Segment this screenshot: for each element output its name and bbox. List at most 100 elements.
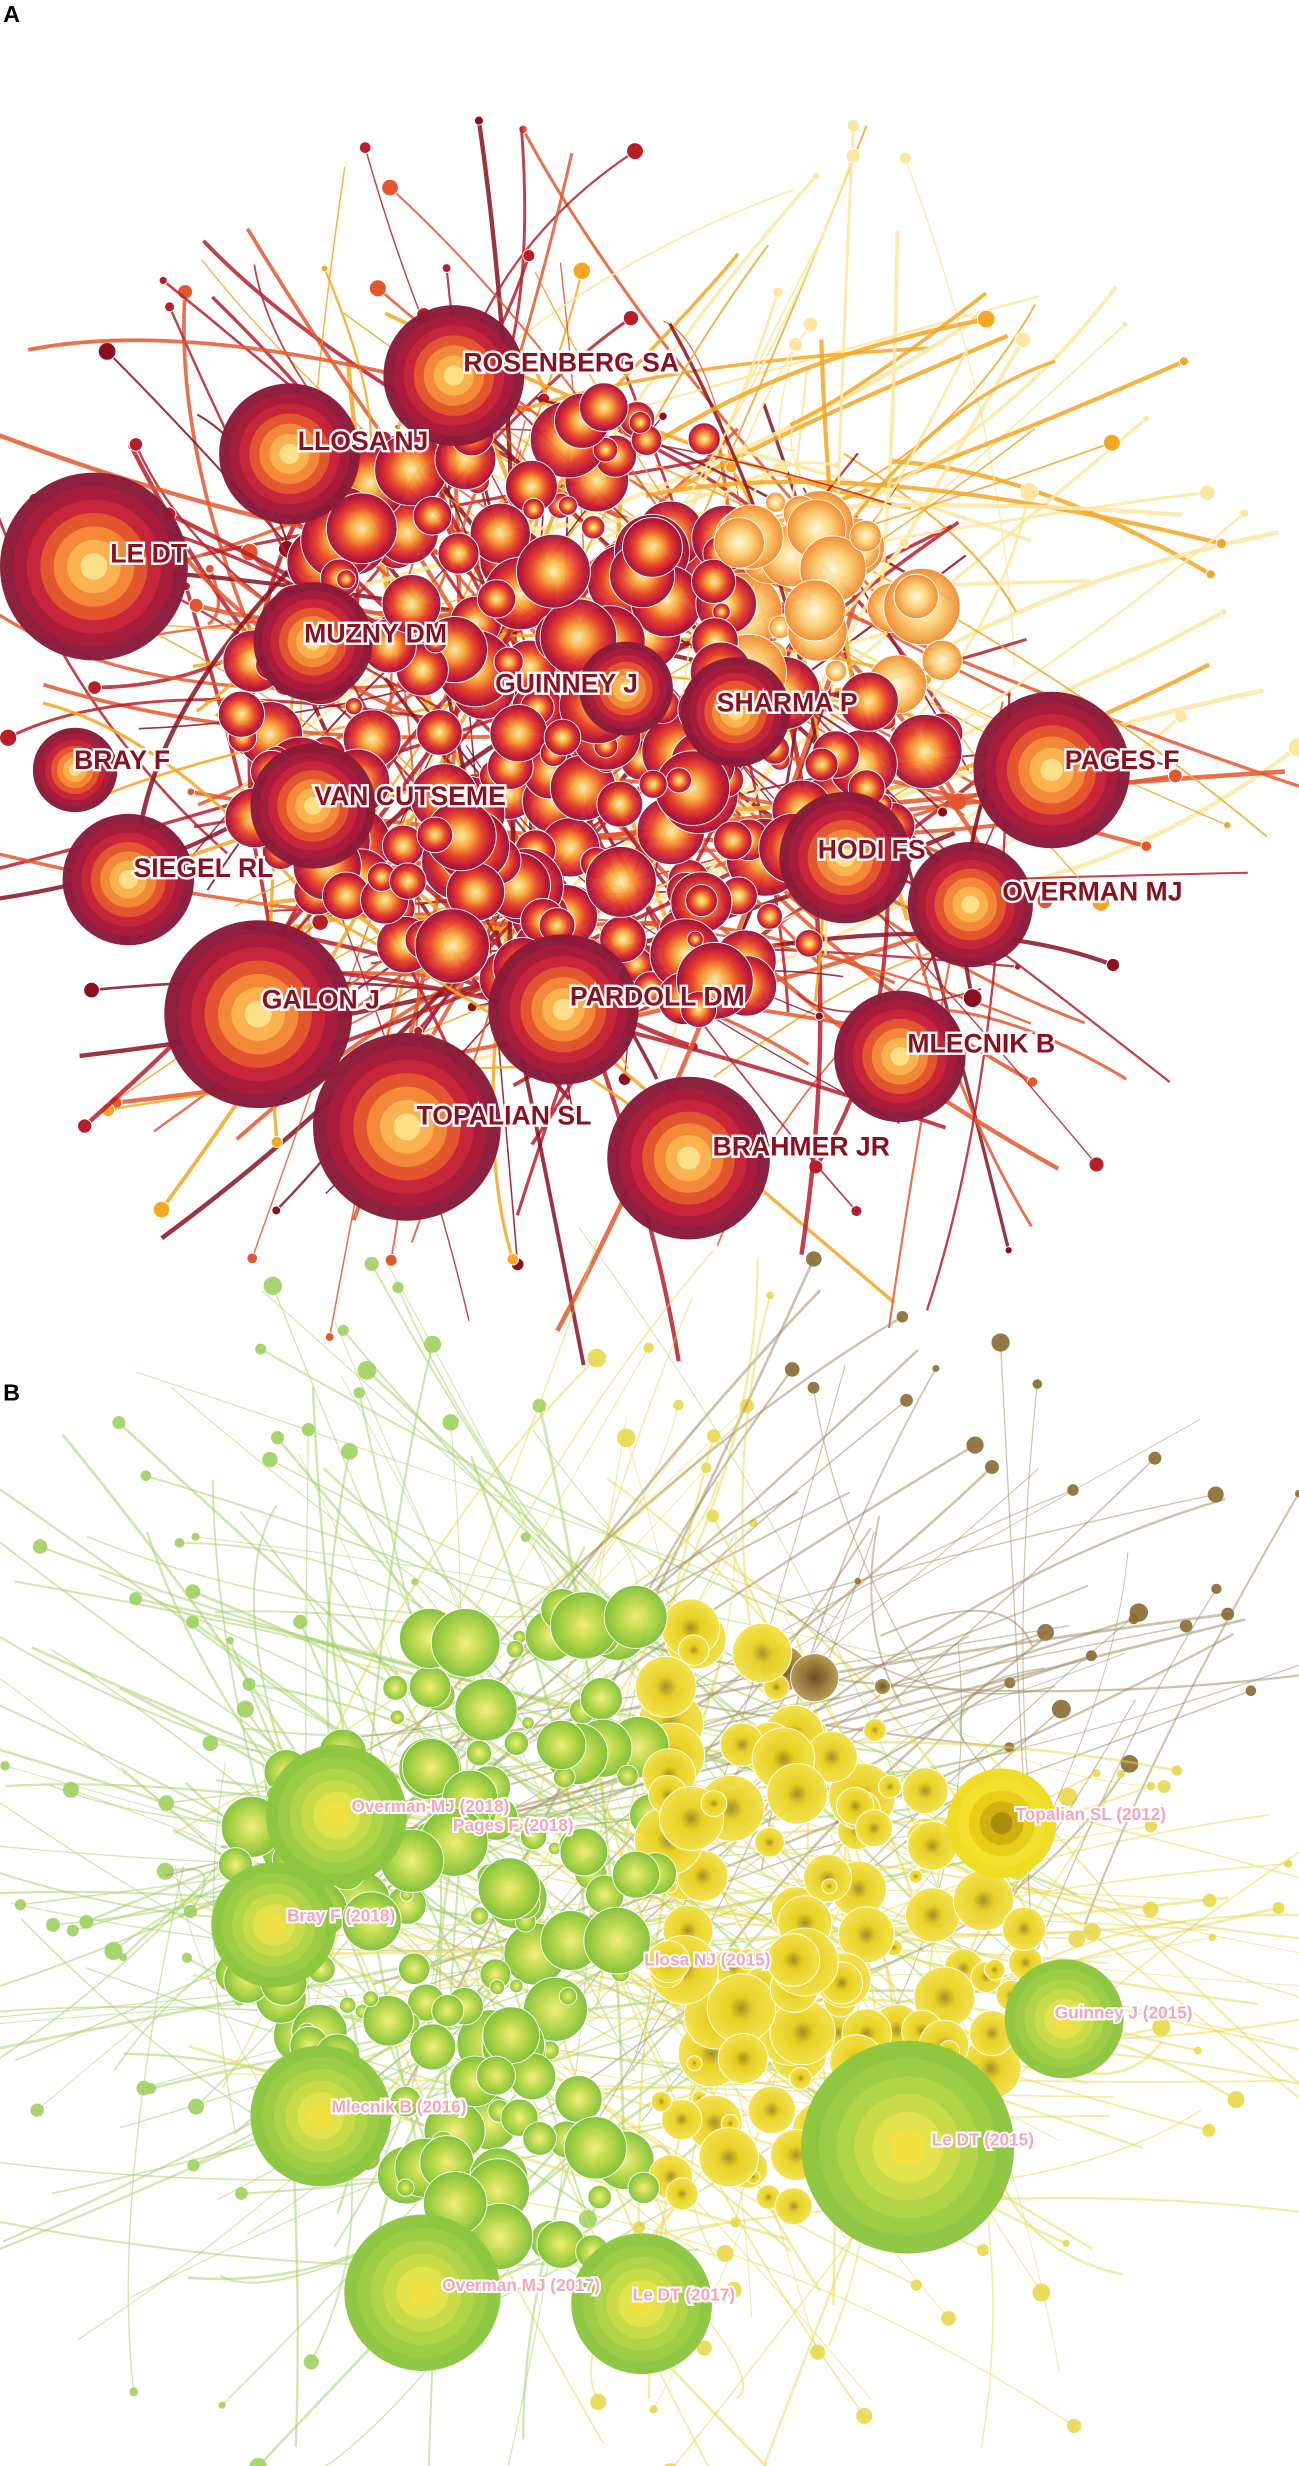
leaf-node: [152, 1200, 171, 1219]
leaf-node: [473, 115, 484, 126]
node: [341, 1891, 402, 1952]
leaf-node: [1284, 1859, 1293, 1868]
node: [401, 1738, 460, 1797]
leaf-node: [1179, 1619, 1193, 1633]
node: [783, 579, 846, 642]
node: [454, 1678, 518, 1742]
edge: [636, 316, 987, 457]
leaf-node: [128, 437, 144, 452]
leaf-node: [898, 537, 910, 549]
hub-ring: [835, 848, 855, 868]
node: [476, 2055, 516, 2096]
leaf-node: [174, 1537, 185, 1548]
node: [543, 718, 582, 757]
leaf-node: [572, 261, 592, 280]
node: [382, 1674, 409, 1701]
edge: [843, 452, 1018, 613]
leaf-node: [1157, 1779, 1171, 1793]
leaf-node: [898, 151, 912, 165]
node: [493, 646, 524, 677]
leaf-node: [566, 1109, 581, 1124]
node: [554, 2075, 603, 2124]
leaf-node: [1092, 1769, 1101, 1778]
node: [489, 704, 548, 763]
leaf-node: [236, 1700, 254, 1718]
leaf-node: [234, 2187, 248, 2200]
leaf-node: [706, 1509, 720, 1523]
node: [849, 519, 882, 553]
leaf-node: [324, 1332, 335, 1342]
leaf-node: [0, 1761, 10, 1771]
leaf-node: [1211, 1583, 1222, 1594]
node: [661, 2098, 703, 2141]
edge: [812, 1387, 992, 1780]
node: [581, 515, 606, 540]
node: [878, 1774, 902, 1799]
leaf-node: [1058, 1787, 1078, 1807]
leaf-node: [263, 1276, 282, 1295]
leaf-node: [766, 1291, 774, 1300]
leaf-node: [392, 1281, 404, 1294]
leaf-node: [1032, 2283, 1051, 2302]
leaf-node: [807, 1381, 820, 1394]
node: [635, 1655, 697, 1718]
leaf-node: [701, 1462, 712, 1474]
hub-ring: [961, 895, 980, 914]
leaf-node: [384, 1253, 398, 1267]
leaf-node: [1171, 1765, 1183, 1776]
node: [691, 558, 737, 604]
node: [756, 902, 784, 930]
node: [409, 2023, 457, 2071]
hub-ring: [552, 998, 575, 1021]
edge: [134, 443, 441, 709]
leaf-node: [962, 988, 983, 1008]
leaf-node: [587, 1348, 607, 1368]
leaf-node: [1205, 569, 1216, 580]
node-label: Le DT (2017): [633, 2284, 735, 2304]
leaf-node: [140, 1470, 152, 1482]
leaf-node: [441, 263, 452, 273]
node: [628, 411, 652, 435]
edge: [255, 1896, 1229, 1956]
hub-ring: [263, 1914, 285, 1936]
leaf-node: [1245, 1685, 1257, 1697]
node: [698, 2127, 759, 2188]
leaf-node: [262, 1451, 278, 1468]
hub-ring: [304, 633, 322, 651]
leaf-node: [658, 411, 668, 422]
node-label: HODI FS: [818, 834, 926, 864]
leaf-node: [129, 2387, 139, 2397]
leaf-node: [932, 1365, 940, 1372]
node: [414, 908, 490, 984]
node: [437, 532, 480, 575]
leaf-node: [218, 2401, 226, 2409]
leaf-node: [423, 1335, 442, 1353]
node: [431, 1994, 465, 2028]
node-label: ROSENBERG SA: [463, 348, 679, 378]
leaf-node: [1144, 1820, 1157, 1833]
leaf-node: [1142, 414, 1150, 423]
leaf-node: [158, 1795, 175, 1811]
leaf-node: [156, 1862, 174, 1880]
node-label: SIEGEL RL: [134, 853, 274, 883]
leaf-node: [663, 2463, 677, 2466]
leaf-node: [145, 2082, 157, 2094]
leaf-node: [622, 310, 640, 327]
panel-a: LE DT ROSENBERG SA LLOSA NJ MUZNY DM GUINNEY…: [0, 115, 1299, 1366]
edge: [919, 323, 1126, 512]
node: [362, 1990, 380, 2008]
leaf-node: [1148, 1451, 1162, 1465]
hub-ring: [619, 681, 633, 696]
leaf-node: [1219, 607, 1228, 616]
edge: [741, 1295, 772, 1662]
edge: [0, 1872, 243, 1919]
node: [804, 747, 839, 782]
edge: [604, 1259, 759, 1716]
node: [536, 1719, 587, 1771]
node-label: Llosa NJ (2015): [644, 1949, 770, 1969]
leaf-node: [1121, 320, 1129, 329]
node: [627, 2171, 660, 2204]
node: [603, 1584, 668, 1649]
